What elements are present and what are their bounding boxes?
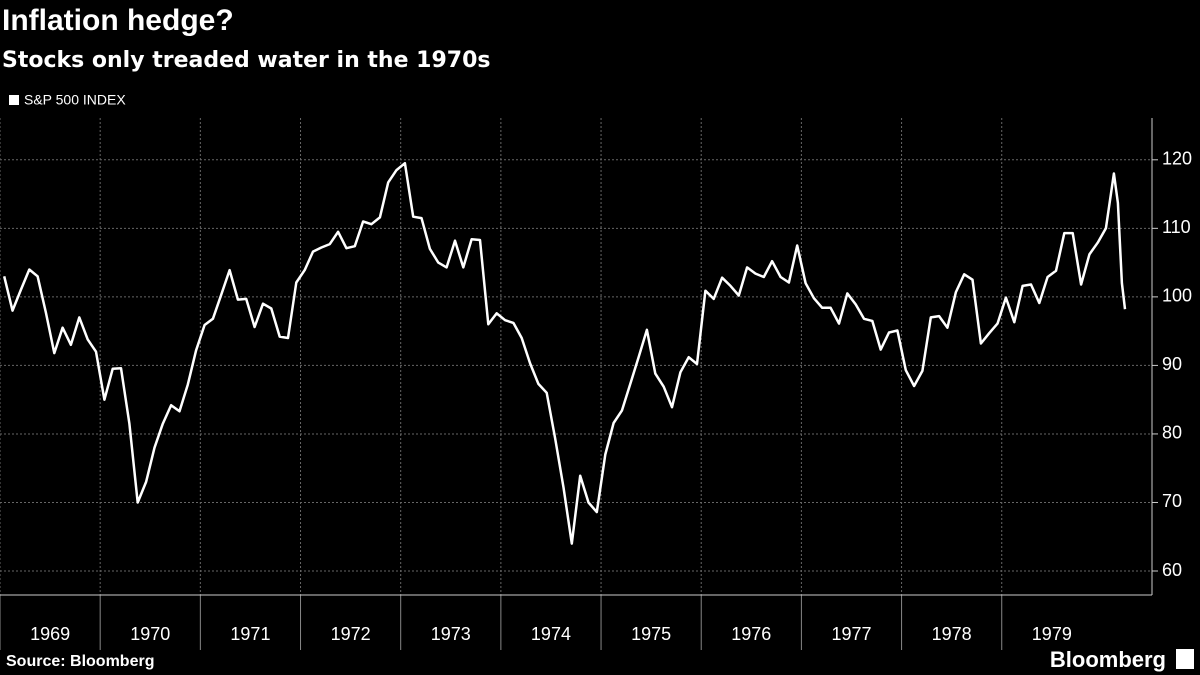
brand-icon: [1176, 649, 1194, 669]
y-tick-label: 90: [1162, 354, 1182, 374]
x-tick-label: 1972: [331, 624, 371, 644]
y-tick-label: 110: [1162, 217, 1191, 237]
x-tick-label: 1979: [1032, 624, 1072, 644]
x-tick-label: 1973: [431, 624, 471, 644]
brand: Bloomberg: [1050, 647, 1166, 672]
x-tick-label: 1978: [932, 624, 972, 644]
x-tick-label: 1974: [531, 624, 571, 644]
y-tick-label: 120: [1162, 149, 1192, 169]
x-tick-label: 1969: [30, 624, 70, 644]
y-tick-label: 60: [1162, 560, 1182, 580]
chart-subtitle: Stocks only treaded water in the 1970s: [2, 48, 491, 73]
x-tick-label: 1977: [831, 624, 871, 644]
chart-title: Inflation hedge?: [2, 4, 234, 37]
legend-swatch: [9, 95, 19, 105]
y-tick-label: 100: [1162, 286, 1192, 306]
y-tick-label: 70: [1162, 491, 1182, 511]
x-tick-label: 1976: [731, 624, 771, 644]
x-tick-label: 1971: [230, 624, 270, 644]
series-line: [2, 161, 1127, 545]
x-tick-label: 1970: [130, 624, 170, 644]
x-tick-label: 1975: [631, 624, 671, 644]
legend-label: S&P 500 INDEX: [24, 92, 126, 108]
y-tick-label: 80: [1162, 423, 1182, 443]
source: Source: Bloomberg: [6, 653, 154, 670]
